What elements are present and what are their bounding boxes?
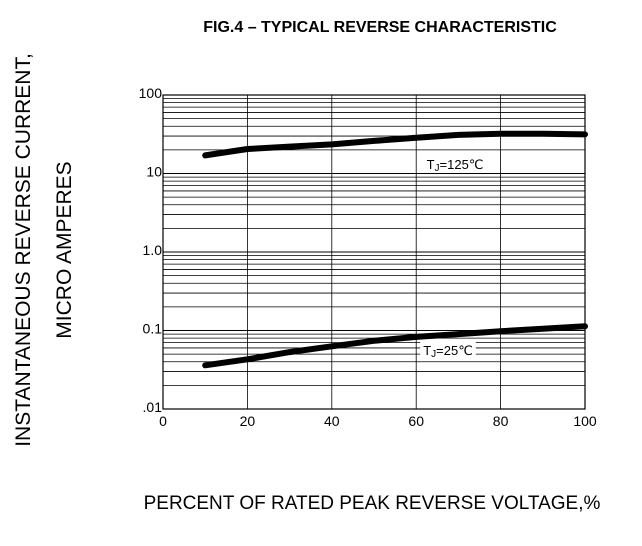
series-labels: TJ=125℃TJ=25℃ xyxy=(420,156,487,360)
tick-labels: 0 20 40 60 80 100 .01 0.1 1.0 10 100 xyxy=(139,85,597,429)
x-tick-label: 40 xyxy=(324,413,340,429)
y-axis-label-line2: MICRO AMPERES xyxy=(53,161,76,338)
series xyxy=(202,130,588,369)
x-axis-label: PERCENT OF RATED PEAK REVERSE VOLTAGE,% xyxy=(144,493,601,514)
series-label-bg xyxy=(420,342,476,359)
y-tick-label: .01 xyxy=(143,399,163,415)
y-tick-label: 100 xyxy=(139,85,163,101)
series-label-2: TJ=25℃ xyxy=(423,343,473,360)
series-label-subscript: J xyxy=(431,349,436,360)
x-tick-label: 100 xyxy=(573,413,597,429)
y-tick-label: 0.1 xyxy=(143,321,163,337)
series-label-suffix: =125℃ xyxy=(440,157,484,172)
x-tick-label: 60 xyxy=(408,413,424,429)
grid xyxy=(162,94,586,410)
y-tick-label: 10 xyxy=(146,164,162,180)
series-label-subscript: J xyxy=(435,163,440,174)
series-label-suffix: =25℃ xyxy=(436,343,473,358)
y-axis-label-line1: INSTANTANEOUS REVERSE CURRENT, xyxy=(12,53,35,447)
x-tick-label: 0 xyxy=(159,413,167,429)
series-label-prefix: T xyxy=(427,157,435,172)
series-line-2 xyxy=(202,323,588,369)
y-tick-label: 1.0 xyxy=(143,242,163,258)
series-label-1: TJ=125℃ xyxy=(427,157,484,174)
x-tick-label: 80 xyxy=(493,413,509,429)
series-line-1 xyxy=(202,130,588,159)
series-label-prefix: T xyxy=(423,343,431,358)
series-label-bg xyxy=(423,156,487,173)
x-tick-label: 20 xyxy=(240,413,256,429)
chart-title: FIG.4 – TYPICAL REVERSE CHARACTERISTIC xyxy=(203,19,557,36)
